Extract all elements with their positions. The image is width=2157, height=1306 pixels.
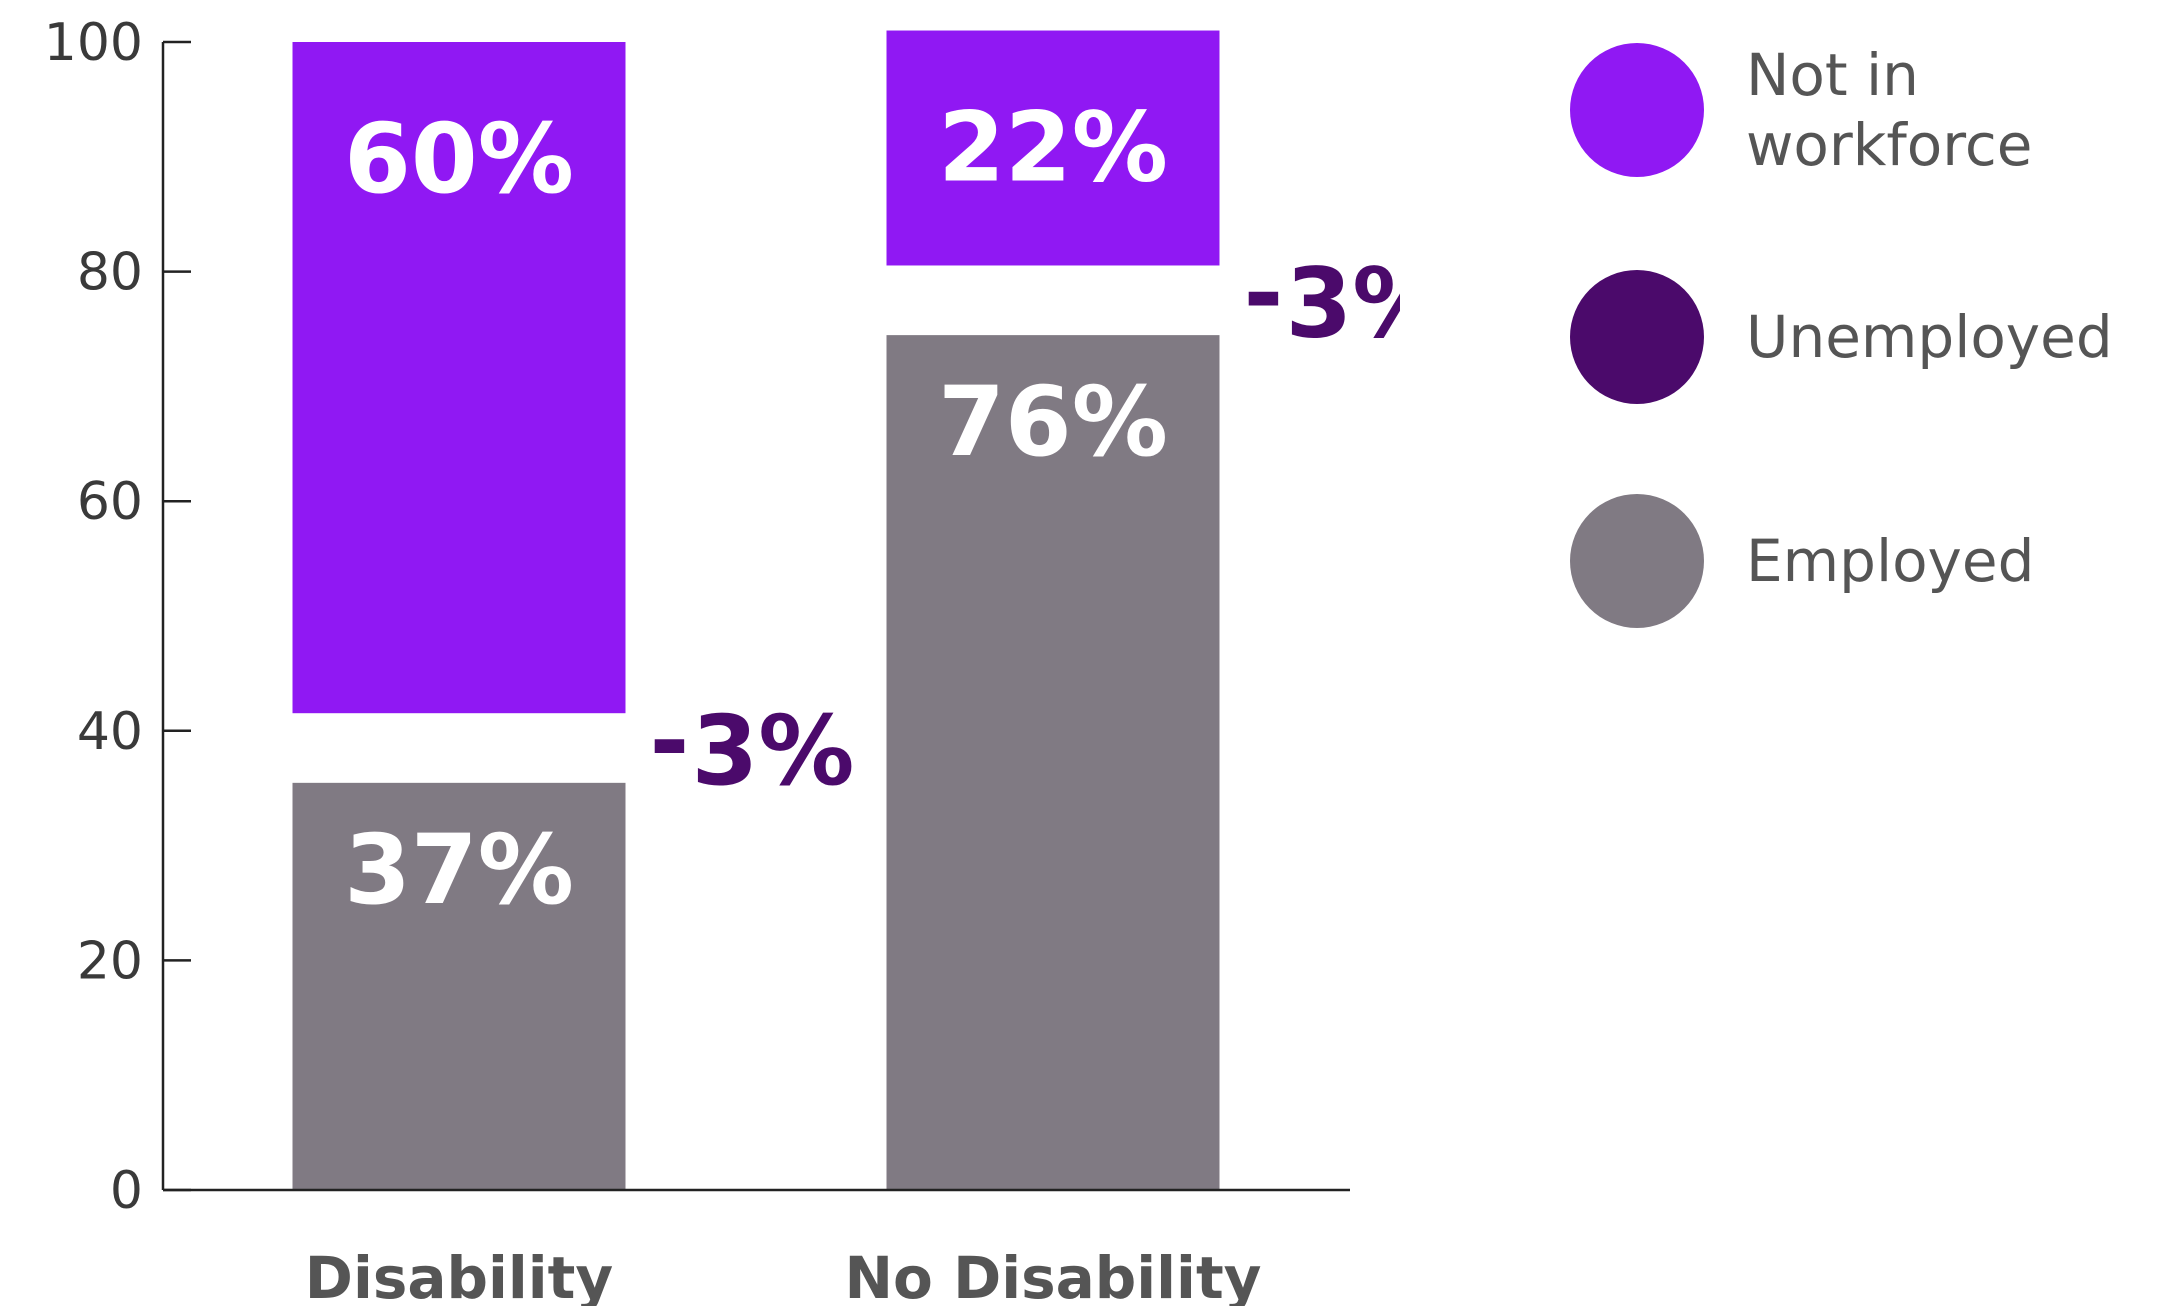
data-label-unemployed: 3% <box>1286 247 1401 359</box>
bar-segment-not-in-workforce <box>292 42 626 714</box>
legend-label: Employed <box>1746 527 2035 595</box>
y-tick-label: 40 <box>77 702 143 762</box>
callout-dash: - <box>650 685 690 797</box>
bar-segment-employed <box>886 335 1220 1190</box>
legend: Not in workforce Unemployed Employed <box>1570 40 2150 718</box>
x-category-label: Disability <box>305 1244 613 1306</box>
y-tick-label: 80 <box>77 243 143 303</box>
legend-label: Unemployed <box>1746 303 2113 371</box>
y-tick-label: 20 <box>77 931 143 991</box>
legend-item: Employed <box>1570 494 2150 628</box>
y-axis: 0 20 40 60 80 100 <box>44 13 191 1221</box>
bars: 37%-3%60%76%-3%22% <box>292 30 1401 1190</box>
y-tick-label: 100 <box>44 13 143 73</box>
bar-segment-not-in-workforce <box>886 30 1220 266</box>
callout-dash: - <box>1244 237 1284 349</box>
data-label-not-in-workforce: 22% <box>938 92 1168 204</box>
data-label-employed: 37% <box>344 814 574 926</box>
legend-item: Not in workforce <box>1570 40 2150 180</box>
legend-swatch <box>1570 494 1704 628</box>
data-label-unemployed: 3% <box>692 695 855 807</box>
x-category-label: No Disability <box>845 1244 1262 1306</box>
y-tick-label: 0 <box>110 1161 143 1221</box>
legend-label: Not in workforce <box>1746 41 2033 179</box>
y-tick-label: 60 <box>77 472 143 532</box>
data-label-employed: 76% <box>938 366 1168 478</box>
bar-segment-employed <box>292 782 626 1190</box>
legend-item: Unemployed <box>1570 270 2150 404</box>
x-axis: Disability No Disability <box>163 1188 1350 1306</box>
legend-swatch <box>1570 270 1704 404</box>
data-label-not-in-workforce: 60% <box>344 103 574 215</box>
legend-swatch <box>1570 43 1704 177</box>
